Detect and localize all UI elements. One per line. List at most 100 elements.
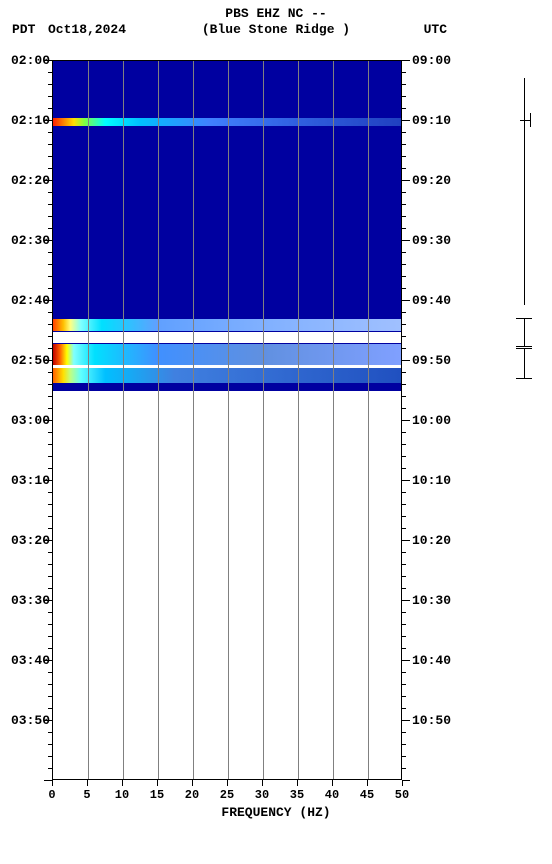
y-tick <box>402 240 410 241</box>
y-tick <box>402 624 406 625</box>
right-time-label: 10:10 <box>412 473 451 488</box>
y-tick <box>402 264 406 265</box>
y-tick <box>48 504 52 505</box>
y-tick <box>48 252 52 253</box>
y-tick <box>48 336 52 337</box>
y-tick <box>402 168 406 169</box>
y-tick <box>402 348 406 349</box>
right-time-label: 10:00 <box>412 413 451 428</box>
y-tick <box>48 156 52 157</box>
x-tick-label: 5 <box>75 788 99 802</box>
left-time-label: 03:10 <box>2 473 50 488</box>
y-tick <box>48 228 52 229</box>
vertical-gridline <box>123 61 124 779</box>
left-time-label: 02:00 <box>2 53 50 68</box>
right-time-label: 09:30 <box>412 233 451 248</box>
vertical-gridline <box>228 61 229 779</box>
data-gap <box>53 365 401 369</box>
y-tick <box>402 144 406 145</box>
y-tick <box>48 612 52 613</box>
y-tick <box>402 540 410 541</box>
y-tick <box>402 132 406 133</box>
y-tick <box>48 492 52 493</box>
spectrogram-plot <box>52 60 402 780</box>
spectrogram-event <box>53 319 401 331</box>
x-tick <box>367 780 368 786</box>
x-axis-label: FREQUENCY (HZ) <box>0 805 552 820</box>
y-tick <box>48 84 52 85</box>
y-tick <box>48 444 52 445</box>
y-tick <box>48 396 52 397</box>
y-tick <box>402 648 406 649</box>
y-tick <box>48 648 52 649</box>
left-time-label: 02:40 <box>2 293 50 308</box>
y-tick <box>402 156 406 157</box>
y-tick <box>48 144 52 145</box>
x-tick <box>157 780 158 786</box>
y-tick <box>48 516 52 517</box>
y-tick <box>48 288 52 289</box>
y-tick <box>48 708 52 709</box>
y-tick <box>402 756 406 757</box>
marker-arrow <box>530 113 531 127</box>
x-tick <box>332 780 333 786</box>
y-tick <box>402 564 406 565</box>
right-time-label: 09:50 <box>412 353 451 368</box>
y-tick <box>402 60 410 61</box>
y-tick <box>402 588 406 589</box>
x-tick-label: 25 <box>215 788 239 802</box>
vertical-gridline <box>193 61 194 779</box>
y-tick <box>48 204 52 205</box>
y-tick <box>402 576 406 577</box>
x-tick <box>87 780 88 786</box>
left-time-label: 02:30 <box>2 233 50 248</box>
right-time-label: 09:00 <box>412 53 451 68</box>
y-tick <box>48 132 52 133</box>
y-tick <box>402 696 406 697</box>
y-tick <box>48 588 52 589</box>
y-tick <box>48 732 52 733</box>
spectrogram-event <box>53 368 401 382</box>
x-tick-label: 10 <box>110 788 134 802</box>
y-tick <box>48 72 52 73</box>
vertical-gridline <box>158 61 159 779</box>
x-tick-label: 30 <box>250 788 274 802</box>
marker-bracket <box>524 348 525 378</box>
y-tick <box>48 552 52 553</box>
left-time-label: 03:00 <box>2 413 50 428</box>
marker-bracket-tick <box>516 378 532 379</box>
y-tick <box>402 84 406 85</box>
y-tick <box>48 684 52 685</box>
y-tick <box>48 576 52 577</box>
left-time-label: 03:20 <box>2 533 50 548</box>
y-tick <box>48 276 52 277</box>
y-tick <box>48 456 52 457</box>
y-tick <box>402 204 406 205</box>
y-tick <box>402 228 406 229</box>
y-tick <box>48 432 52 433</box>
y-tick <box>402 276 406 277</box>
y-tick <box>48 624 52 625</box>
vertical-gridline <box>263 61 264 779</box>
marker-bracket <box>524 318 525 346</box>
y-tick <box>402 456 406 457</box>
right-time-label: 10:20 <box>412 533 451 548</box>
left-time-label: 02:20 <box>2 173 50 188</box>
y-tick <box>402 468 406 469</box>
y-tick <box>402 300 410 301</box>
y-tick <box>402 672 406 673</box>
right-time-label: 09:10 <box>412 113 451 128</box>
x-tick-label: 40 <box>320 788 344 802</box>
y-tick <box>402 732 406 733</box>
y-tick <box>402 420 410 421</box>
y-tick <box>402 504 406 505</box>
left-time-label: 03:40 <box>2 653 50 668</box>
y-tick <box>402 288 406 289</box>
y-tick <box>48 696 52 697</box>
y-tick <box>402 396 406 397</box>
x-tick <box>192 780 193 786</box>
x-tick-label: 35 <box>285 788 309 802</box>
y-tick <box>48 564 52 565</box>
y-tick <box>48 744 52 745</box>
x-tick <box>402 780 403 786</box>
